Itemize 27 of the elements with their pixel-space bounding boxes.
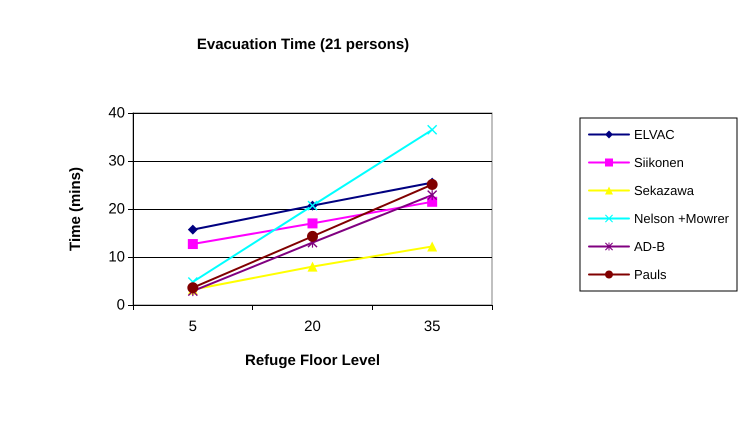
x-axis-title: Refuge Floor Level <box>244 352 380 369</box>
x-tick-label: 35 <box>424 318 441 335</box>
x-tick-label: 20 <box>304 318 321 335</box>
point <box>188 224 198 235</box>
legend-label: Sekazawa <box>634 183 695 198</box>
point <box>427 241 438 252</box>
point <box>307 230 318 242</box>
y-tick-label: 30 <box>108 152 125 170</box>
legend-label: Pauls <box>634 267 668 282</box>
point <box>188 239 198 250</box>
legend-label: ELVAC <box>634 127 675 142</box>
y-tick-label: 10 <box>108 248 125 266</box>
legend-label: AD-B <box>634 239 666 254</box>
legend-label: Nelson +Mowrer <box>634 211 730 226</box>
point <box>426 179 438 190</box>
y-axis-title: Time (mins) <box>67 167 84 251</box>
y-tick-label: 20 <box>108 200 125 218</box>
chart-title: Evacuation Time (21 persons) <box>196 36 410 53</box>
x-tick-label: 5 <box>188 318 198 335</box>
point <box>308 262 318 272</box>
y-tick-label: 0 <box>116 296 125 314</box>
point <box>308 218 318 228</box>
point <box>427 124 438 135</box>
legend-label: Siikonen <box>634 155 684 170</box>
y-tick-label: 40 <box>108 104 125 122</box>
point <box>427 190 438 200</box>
point <box>187 282 198 294</box>
